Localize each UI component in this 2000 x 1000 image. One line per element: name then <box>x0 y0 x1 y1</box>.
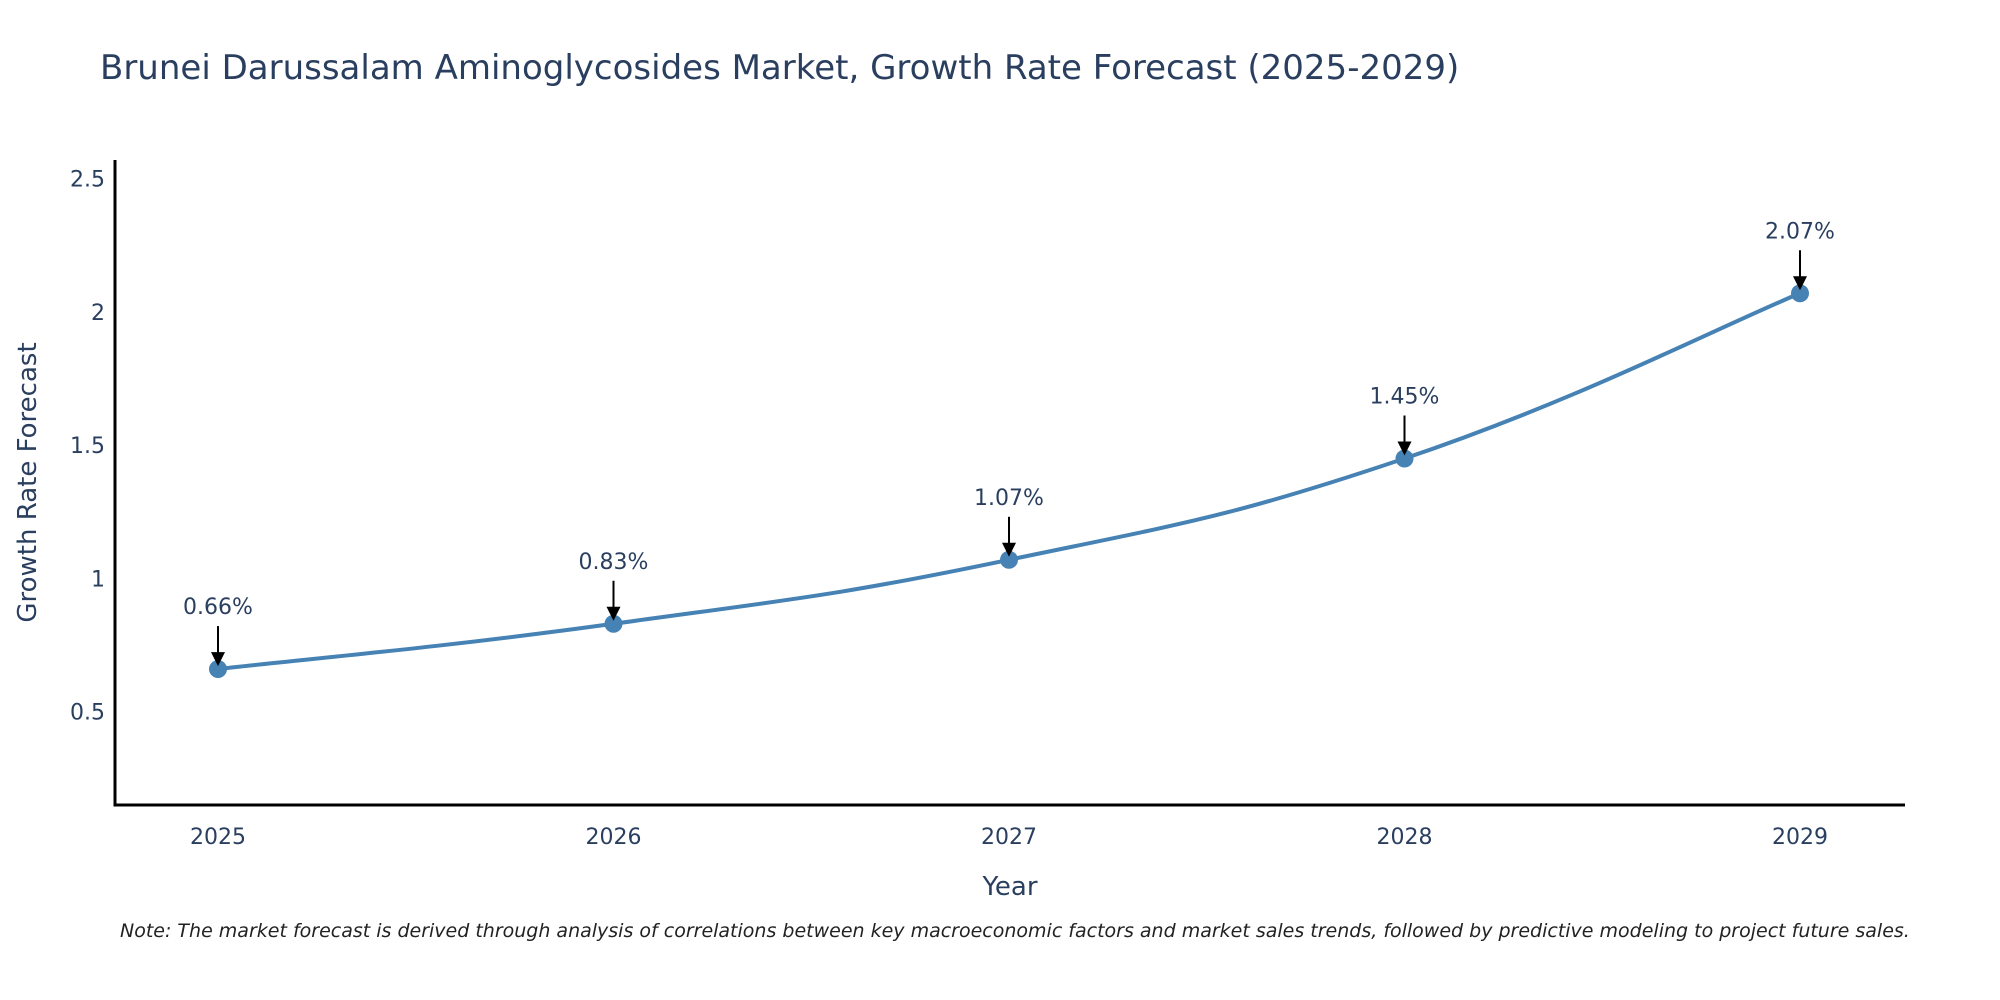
chart-title: Brunei Darussalam Aminoglycosides Market… <box>100 48 1460 88</box>
data-point <box>604 614 623 633</box>
annotation-arrowhead <box>1793 276 1807 291</box>
data-point <box>1000 550 1018 569</box>
data-label: 2.07% <box>1765 219 1835 244</box>
x-tick-label: 2027 <box>981 825 1037 850</box>
series-line <box>217 291 1801 672</box>
annotation-arrowhead <box>1397 441 1412 456</box>
x-tick-label: 2025 <box>190 825 246 850</box>
y-tick-label: 0.5 <box>70 701 105 726</box>
x-tick-label: 2028 <box>1377 825 1433 850</box>
data-label: 0.83% <box>579 550 649 575</box>
x-axis-title: Year <box>981 872 1037 902</box>
annotation-arrowhead <box>211 652 225 667</box>
y-tick-label: 2.5 <box>70 168 105 193</box>
data-annotations: 0.66% 0.83% 1.07% 1.45% 2.07% <box>183 219 1835 667</box>
data-label: 1.45% <box>1370 385 1440 410</box>
chart-note: Note: The market forecast is derived thr… <box>120 920 1910 942</box>
y-tick-label: 1.5 <box>70 434 105 459</box>
x-tick-label: 2026 <box>586 825 642 850</box>
y-axis-ticks: 0.5 1 1.5 2 2.5 <box>70 168 105 726</box>
y-axis-title: Growth Rate Forecast <box>13 342 43 622</box>
data-label: 0.66% <box>183 595 253 620</box>
annotation-arrowhead <box>1002 542 1016 557</box>
data-markers <box>209 284 1809 679</box>
x-axis-ticks: 2025 2026 2027 2028 2029 <box>190 825 1828 850</box>
x-tick-label: 2029 <box>1772 825 1828 850</box>
data-point <box>1395 449 1414 468</box>
y-tick-label: 2 <box>91 301 105 326</box>
data-point <box>1791 284 1809 303</box>
data-label: 1.07% <box>974 486 1044 511</box>
annotation-arrowhead <box>606 606 621 621</box>
y-tick-label: 1 <box>91 567 105 592</box>
data-point <box>209 660 227 679</box>
